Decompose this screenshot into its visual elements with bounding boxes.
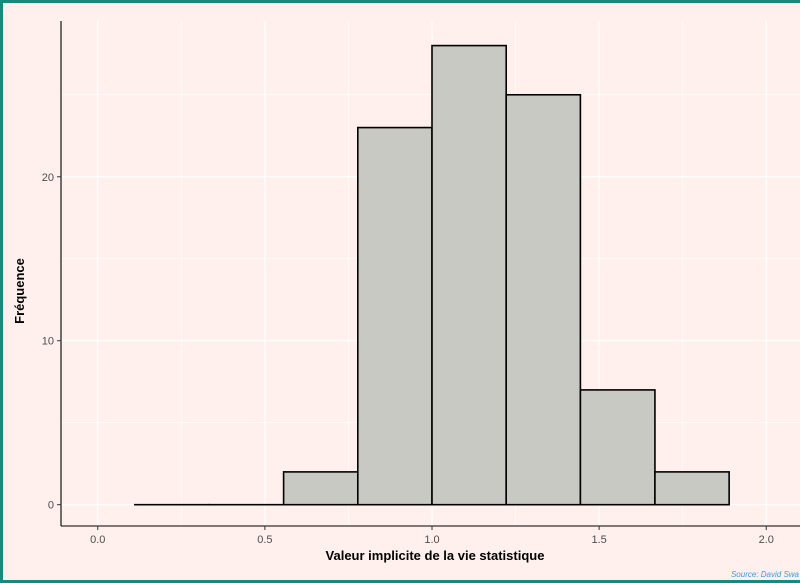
histogram-bar-6 <box>505 93 582 506</box>
histogram-bar-7 <box>579 389 656 506</box>
histogram-bar-5 <box>431 44 507 506</box>
x-tick-labels: 0.0 0.5 1.0 1.5 2.0 <box>90 526 774 546</box>
y-tick-label: 10 <box>42 336 54 348</box>
x-tick-label: 0.0 <box>90 534 105 546</box>
histogram-chart: 0.0 0.5 1.0 1.5 2.0 0 10 20 Valeur implicite d… <box>12 21 800 579</box>
histogram-bar-4 <box>356 126 433 506</box>
histogram-bars <box>134 44 730 506</box>
y-axis-title: Fréquence <box>12 258 27 324</box>
y-tick-label: 20 <box>42 172 54 184</box>
x-tick-label: 2.0 <box>759 534 774 546</box>
source-note: Source: David Swa <box>731 570 800 579</box>
x-tick-label: 1.0 <box>424 534 439 546</box>
x-tick-label: 1.5 <box>591 534 606 546</box>
histogram-bar-3 <box>282 471 359 506</box>
x-tick-label: 0.5 <box>257 534 272 546</box>
y-tick-label: 0 <box>48 500 54 512</box>
y-tick-labels: 0 10 20 <box>42 172 61 512</box>
histogram-bar-8 <box>654 471 730 506</box>
x-axis-title: Valeur implicite de la vie statistique <box>326 548 545 563</box>
